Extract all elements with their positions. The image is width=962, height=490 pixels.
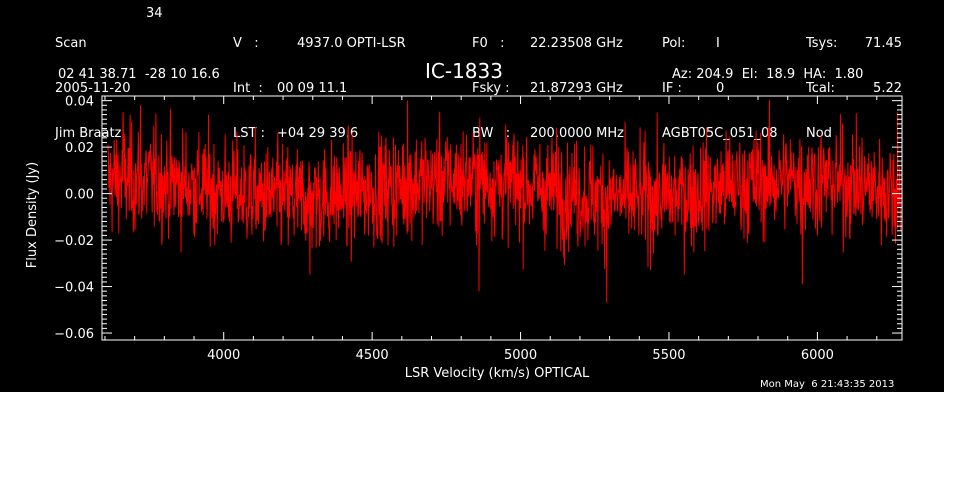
y-tick-label: 0.00 [65,188,94,203]
x-tick-label: 6000 [801,348,834,363]
plot-window: Scan 2005-11-20 Jim Braatz 34 V : Int : … [0,0,944,392]
y-tick-label: −0.06 [54,327,94,342]
y-tick-label: 0.02 [65,141,94,156]
x-tick-label: 5500 [652,348,685,363]
y-tick-label: 0.04 [65,95,94,110]
y-tick-label: −0.04 [54,281,94,296]
y-axis-label: Flux Density (Jy) [25,162,40,268]
x-tick-label: 4000 [207,348,240,363]
x-axis-label: LSR Velocity (km/s) OPTICAL [405,366,590,381]
y-tick-label: −0.02 [54,234,94,249]
spectrum-series-line [108,100,901,303]
x-tick-label: 4500 [356,348,389,363]
timestamp: Mon May 6 21:43:35 2013 [760,379,894,391]
spectrum-chart: 4000 4500 5000 5500 6000 −0.06 −0.04 −0.02 0.00 0… [0,0,944,392]
x-tick-label: 5000 [504,348,537,363]
